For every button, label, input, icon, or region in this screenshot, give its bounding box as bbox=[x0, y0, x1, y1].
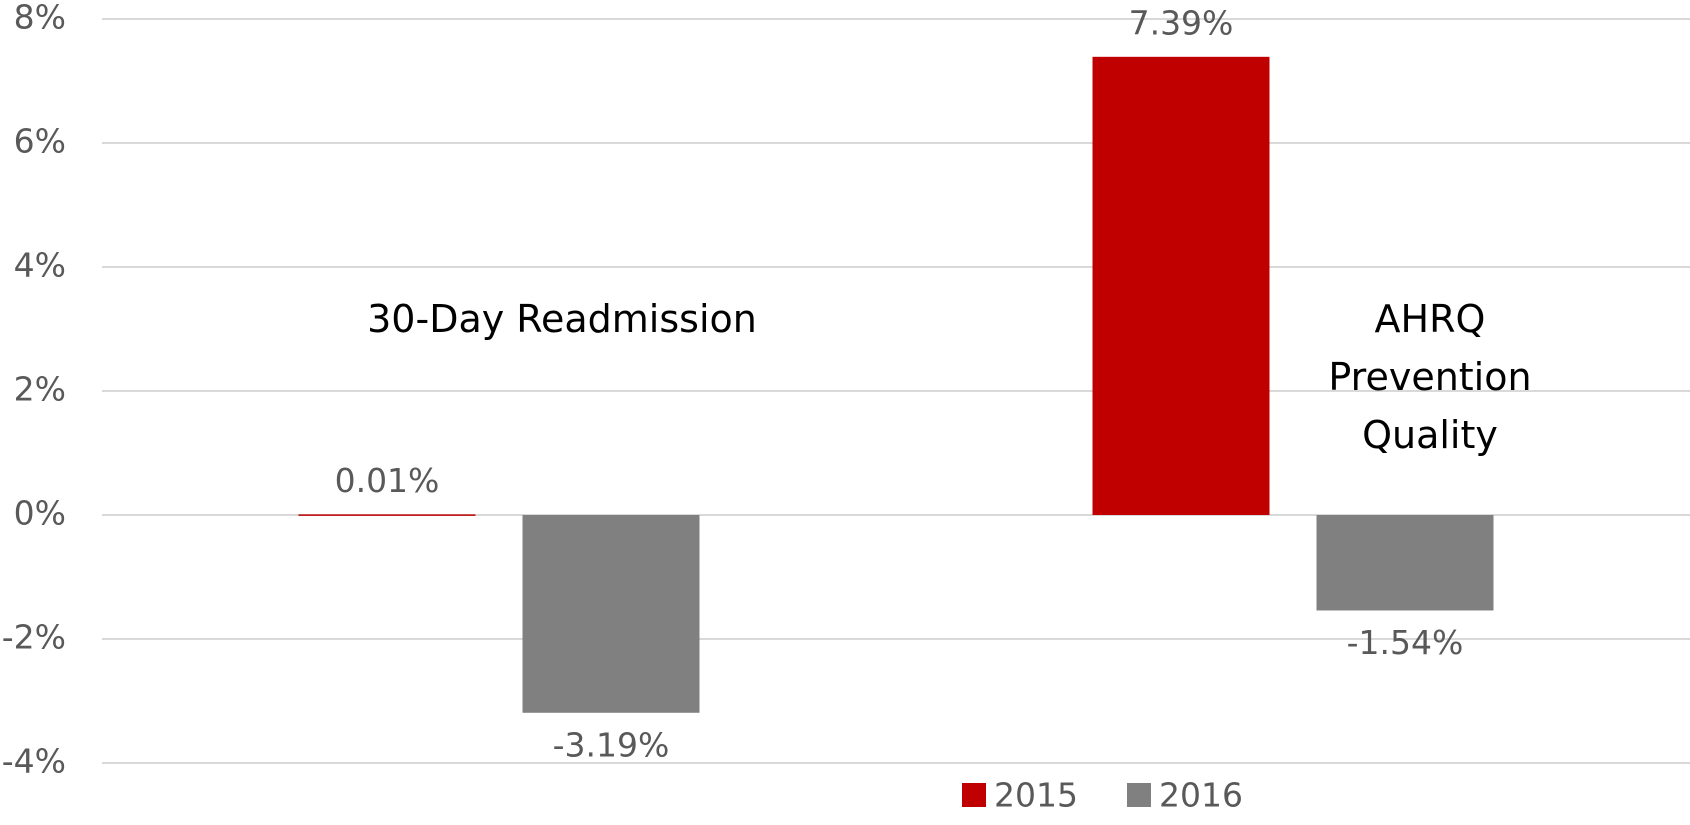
data-label: -3.19% bbox=[553, 725, 670, 764]
y-tick-label: -2% bbox=[2, 618, 66, 657]
bar bbox=[1316, 515, 1494, 611]
bar bbox=[1092, 56, 1270, 515]
y-tick-label: 4% bbox=[14, 246, 66, 285]
legend-swatch bbox=[1127, 783, 1151, 807]
legend-label: 2016 bbox=[1159, 776, 1243, 815]
data-label: -1.54% bbox=[1347, 623, 1464, 662]
y-tick-label: 2% bbox=[14, 370, 66, 409]
y-tick-label: -4% bbox=[2, 742, 66, 781]
y-tick-label: 6% bbox=[14, 122, 66, 161]
data-label: 0.01% bbox=[335, 461, 440, 500]
category-label: 30-Day Readmission bbox=[367, 297, 757, 341]
legend-swatch bbox=[962, 783, 986, 807]
category-label: AHRQ Prevention Quality bbox=[1328, 297, 1532, 457]
legend-label: 2015 bbox=[994, 776, 1078, 815]
y-tick-label: 0% bbox=[14, 494, 66, 533]
data-label: 7.39% bbox=[1129, 3, 1234, 42]
bar bbox=[522, 515, 700, 713]
bar bbox=[298, 514, 476, 516]
y-tick-label: 8% bbox=[14, 0, 66, 37]
